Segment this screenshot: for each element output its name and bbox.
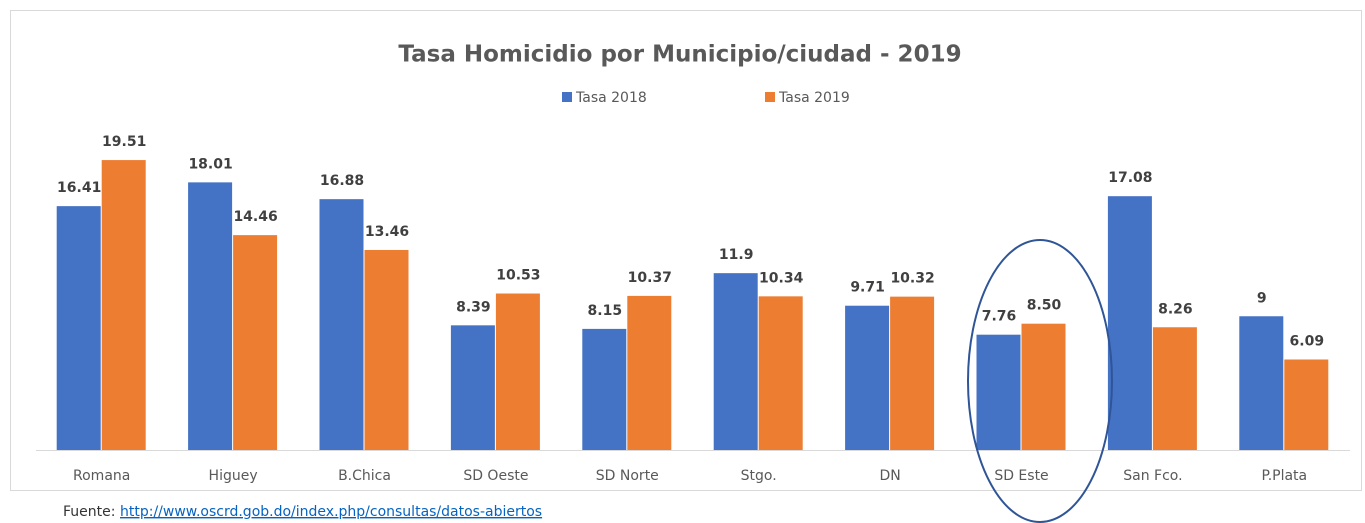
legend-label: Tasa 2019 [778, 90, 850, 106]
x-tick-label: DN [879, 468, 900, 484]
data-label: 17.08 [1108, 170, 1152, 186]
highlight-ellipse [967, 239, 1113, 523]
bar [845, 305, 890, 450]
x-tick-label: SD Este [994, 468, 1048, 484]
x-tick-label: Romana [73, 468, 130, 484]
data-label: 10.37 [628, 270, 672, 286]
data-label: 11.9 [719, 247, 754, 263]
x-tick-label: Stgo. [741, 468, 777, 484]
bar [319, 199, 364, 450]
bar [450, 325, 495, 450]
data-label: 8.39 [456, 299, 491, 315]
data-label: 9 [1257, 290, 1267, 306]
bar [101, 160, 146, 450]
legend-swatch [562, 92, 572, 102]
bar [758, 296, 803, 450]
bar [56, 206, 101, 450]
x-tick-label: SD Oeste [463, 468, 528, 484]
data-label: 6.09 [1290, 334, 1325, 350]
x-tick-label: Higuey [209, 468, 258, 484]
data-label: 7.76 [982, 309, 1017, 325]
bar [627, 295, 672, 450]
data-label: 18.01 [188, 156, 232, 172]
data-label: 16.41 [57, 180, 101, 196]
bar [364, 249, 409, 450]
data-label: 19.51 [102, 134, 146, 150]
data-label: 8.15 [588, 303, 623, 319]
data-label: 16.88 [320, 173, 364, 189]
legend-label: Tasa 2018 [575, 90, 647, 106]
x-tick-label: P.Plata [1261, 468, 1307, 484]
bar [1107, 196, 1152, 450]
bar [233, 235, 278, 450]
plot: Tasa 2018 Tasa 2019 Romana 16.41 19.51 Higuey… [56, 90, 1329, 484]
bar [1239, 316, 1284, 450]
bar [713, 273, 758, 450]
chart-title: Tasa Homicidio por Municipio/ciudad - 20… [398, 42, 961, 68]
legend-swatch [765, 92, 775, 102]
data-label: 8.50 [1027, 298, 1062, 314]
bar [582, 328, 627, 450]
data-label: 10.53 [496, 268, 540, 284]
bar [976, 334, 1021, 450]
footer-label: Fuente: [63, 504, 115, 520]
bar [1284, 359, 1329, 450]
x-tick-label: SD Norte [596, 468, 659, 484]
bar [188, 182, 233, 450]
data-label: 14.46 [233, 209, 277, 225]
bar [890, 296, 935, 450]
bar [495, 293, 540, 450]
footer-link[interactable]: http://www.oscrd.gob.do/index.php/consul… [120, 504, 542, 520]
x-tick-label: B.Chica [338, 468, 391, 484]
x-tick-label: San Fco. [1123, 468, 1182, 484]
data-label: 13.46 [365, 224, 409, 240]
bar [1152, 327, 1197, 450]
data-label: 9.71 [850, 280, 885, 296]
data-label: 8.26 [1158, 301, 1193, 317]
data-label: 10.32 [890, 271, 934, 287]
data-label: 10.34 [759, 270, 804, 286]
bar [1021, 323, 1066, 450]
